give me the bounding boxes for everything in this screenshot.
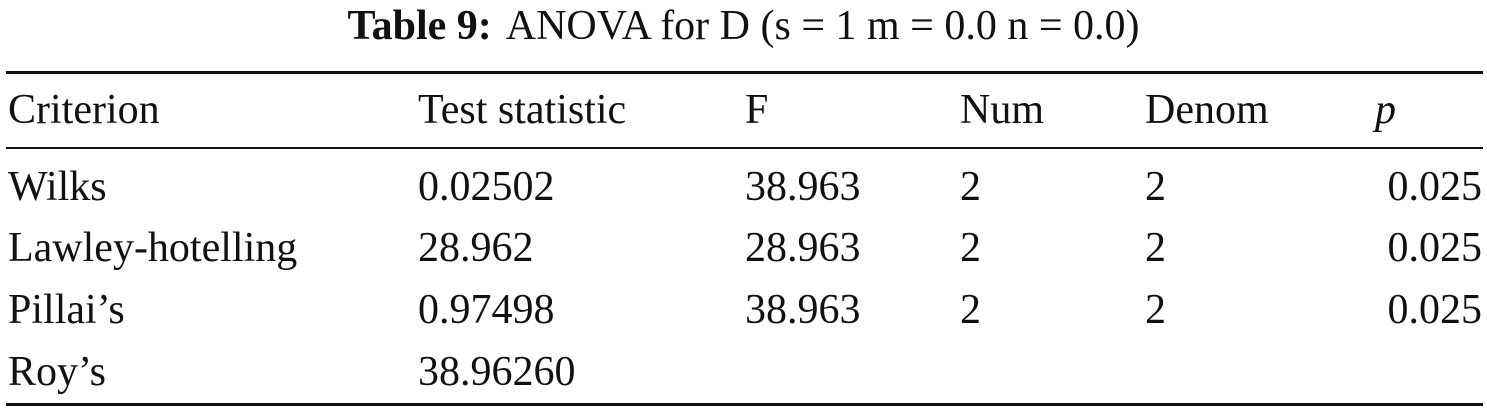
table-cell: 38.963: [745, 287, 861, 333]
column-header: Test statistic: [418, 87, 627, 133]
table-cell: 2: [960, 164, 981, 210]
table-cell: 38.963: [745, 164, 861, 210]
header-rule: [6, 147, 1483, 149]
caption-text: ANOVA for D (s = 1 m = 0.0 n = 0.0): [505, 3, 1140, 49]
row-label: Roy’s: [8, 349, 107, 395]
caption-label: Table 9:: [347, 3, 492, 49]
top-rule: [6, 71, 1483, 74]
column-header: Criterion: [8, 87, 160, 133]
table-cell: 0.025: [1387, 164, 1483, 210]
table-cell: 28.963: [745, 225, 861, 271]
row-label: Lawley-hotelling: [8, 225, 298, 271]
table-cell: 0.02502: [418, 164, 555, 210]
table-cell: 38.96260: [418, 349, 576, 395]
table-cell: 0.025: [1387, 287, 1483, 333]
table-cell: 28.962: [418, 225, 534, 271]
table-caption: Table 9: ANOVA for D (s = 1 m = 0.0 n = 0…: [0, 2, 1487, 50]
column-header: F: [745, 87, 769, 133]
table-cell: 0.97498: [418, 287, 555, 333]
column-header: Num: [960, 87, 1044, 133]
column-header: p: [1375, 87, 1396, 133]
table-cell: 0.025: [1387, 225, 1483, 271]
bottom-rule: [6, 403, 1483, 406]
table-cell: 2: [1145, 225, 1166, 271]
table-cell: 2: [1145, 287, 1166, 333]
row-label: Wilks: [8, 164, 107, 210]
row-label: Pillai’s: [8, 287, 125, 333]
table-cell: 2: [960, 287, 981, 333]
table-cell: 2: [960, 225, 981, 271]
table-cell: 2: [1145, 164, 1166, 210]
column-header: Denom: [1145, 87, 1269, 133]
